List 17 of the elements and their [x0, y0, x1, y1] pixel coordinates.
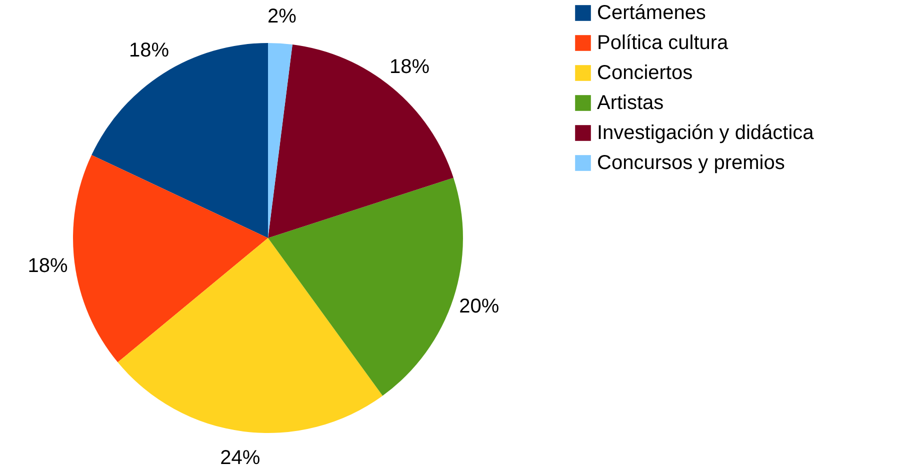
legend-label: Concursos y premios [597, 152, 785, 174]
data-label: 2% [267, 5, 297, 28]
legend-label: Investigación y didáctica [597, 122, 815, 144]
pie-slice [118, 238, 383, 433]
legend-label: Conciertos [597, 62, 693, 84]
data-label: 18% [129, 40, 170, 62]
legend-label: Artistas [597, 92, 664, 114]
pie-slice [73, 154, 268, 362]
legend-label: Certámenes [597, 2, 706, 24]
legend-label: Política cultura [597, 32, 730, 54]
pie-slice [92, 43, 268, 238]
data-label: 24% [220, 447, 260, 470]
pie-slice [268, 43, 292, 238]
data-label: 18% [28, 254, 68, 277]
data-label: 20% [459, 296, 500, 318]
pie-slice [268, 44, 454, 238]
data-label: 18% [389, 56, 430, 78]
